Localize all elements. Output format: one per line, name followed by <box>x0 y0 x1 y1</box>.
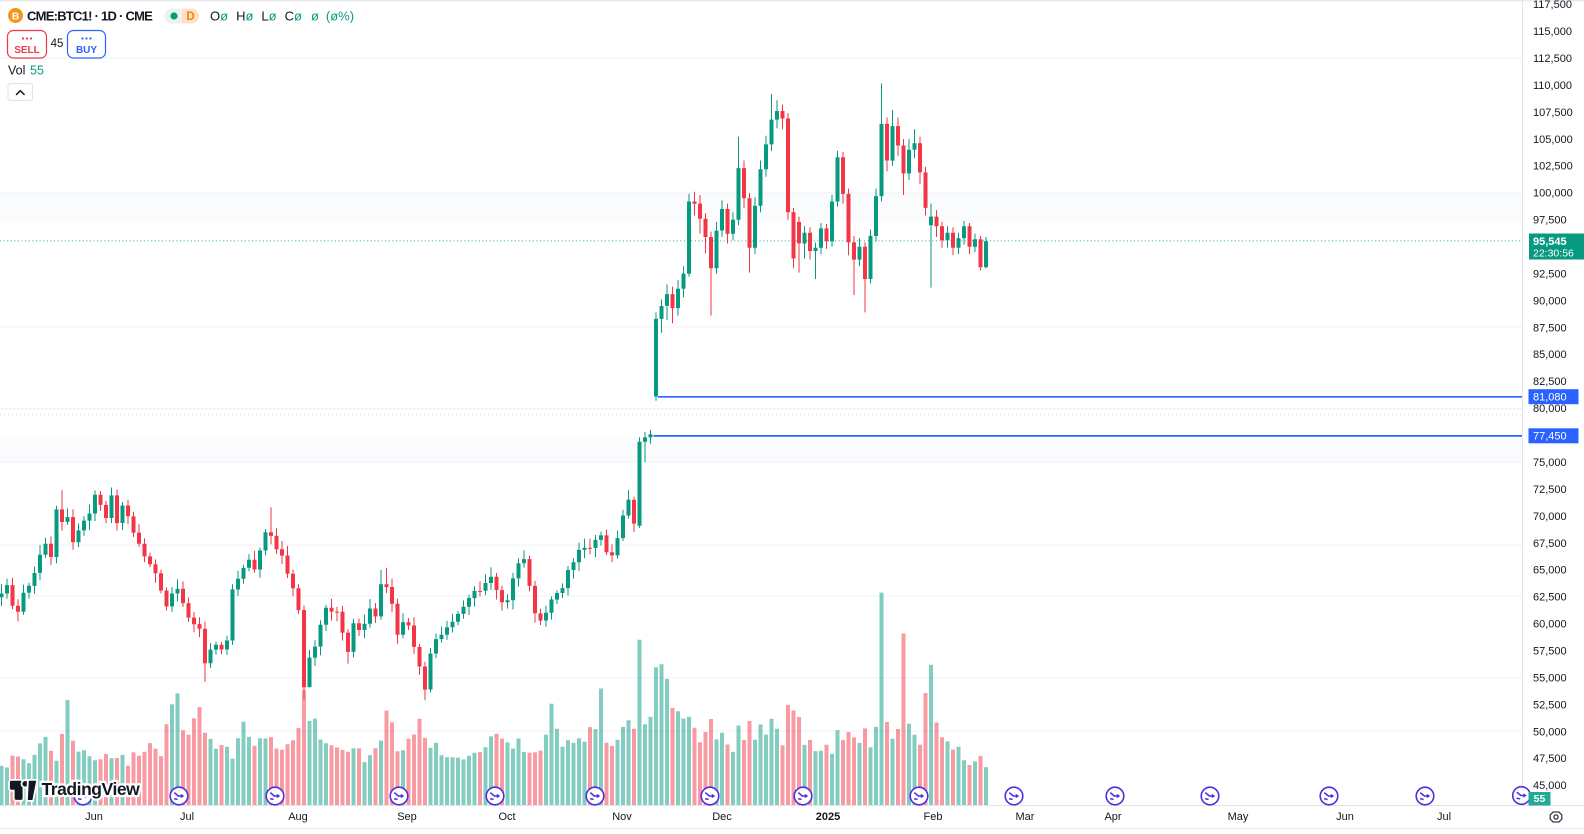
svg-text:55: 55 <box>30 64 44 78</box>
svg-text:87,500: 87,500 <box>1533 322 1567 334</box>
svg-text:77,450: 77,450 <box>1533 431 1567 443</box>
svg-text:97,500: 97,500 <box>1533 215 1567 227</box>
svg-text:82,500: 82,500 <box>1533 376 1567 388</box>
svg-text:107,500: 107,500 <box>1533 107 1573 119</box>
svg-text:85,000: 85,000 <box>1533 349 1567 361</box>
svg-text:55: 55 <box>1534 793 1546 805</box>
svg-text:62,500: 62,500 <box>1533 592 1567 604</box>
svg-text:Jul: Jul <box>180 811 194 823</box>
svg-text:60,000: 60,000 <box>1533 619 1567 631</box>
svg-text:B: B <box>12 10 20 22</box>
svg-text:100,000: 100,000 <box>1533 188 1573 200</box>
svg-text:Jun: Jun <box>1336 811 1354 823</box>
svg-text:55,000: 55,000 <box>1533 672 1567 684</box>
svg-text:52,500: 52,500 <box>1533 699 1567 711</box>
svg-text:Apr: Apr <box>1104 811 1121 823</box>
svg-text:2025: 2025 <box>816 811 840 823</box>
svg-text:102,500: 102,500 <box>1533 161 1573 173</box>
svg-text:Mar: Mar <box>1016 811 1035 823</box>
svg-text:May: May <box>1228 811 1249 823</box>
svg-text:22:30:56: 22:30:56 <box>1533 248 1574 260</box>
svg-text:115,000: 115,000 <box>1533 26 1572 38</box>
svg-text:92,500: 92,500 <box>1533 268 1567 280</box>
svg-text:D: D <box>186 11 194 23</box>
svg-text:Vol: Vol <box>8 64 25 78</box>
svg-text:72,500: 72,500 <box>1533 484 1567 496</box>
svg-text:Jun: Jun <box>85 811 103 823</box>
svg-text:45: 45 <box>51 38 64 50</box>
svg-text:TradingView: TradingView <box>42 779 141 799</box>
svg-text:BUY: BUY <box>76 45 97 56</box>
svg-text:105,000: 105,000 <box>1533 134 1573 146</box>
svg-text:Oct: Oct <box>498 811 515 823</box>
svg-text:70,000: 70,000 <box>1533 511 1567 523</box>
svg-text:112,500: 112,500 <box>1533 53 1572 65</box>
svg-text:50,000: 50,000 <box>1533 726 1567 738</box>
svg-text:65,000: 65,000 <box>1533 565 1567 577</box>
svg-text:110,000: 110,000 <box>1533 80 1572 92</box>
svg-text:CME:BTC1! · 1D · CME: CME:BTC1! · 1D · CME <box>27 8 153 23</box>
svg-text:Feb: Feb <box>924 811 943 823</box>
svg-text:Sep: Sep <box>397 811 417 823</box>
svg-text:SELL: SELL <box>14 45 40 56</box>
svg-text:Nov: Nov <box>612 811 632 823</box>
svg-text:80,000: 80,000 <box>1533 403 1567 415</box>
svg-text:90,000: 90,000 <box>1533 295 1567 307</box>
svg-text:67,500: 67,500 <box>1533 538 1567 550</box>
svg-text:117,500: 117,500 <box>1533 0 1572 11</box>
svg-text:95,545: 95,545 <box>1533 236 1567 248</box>
svg-text:45,000: 45,000 <box>1533 780 1567 792</box>
svg-text:81,080: 81,080 <box>1533 392 1567 404</box>
svg-text:Dec: Dec <box>712 811 732 823</box>
svg-text:75,000: 75,000 <box>1533 457 1567 469</box>
svg-text:57,500: 57,500 <box>1533 646 1567 658</box>
svg-text:Aug: Aug <box>288 811 308 823</box>
svg-text:47,500: 47,500 <box>1533 753 1567 765</box>
svg-text:Jul: Jul <box>1437 811 1451 823</box>
